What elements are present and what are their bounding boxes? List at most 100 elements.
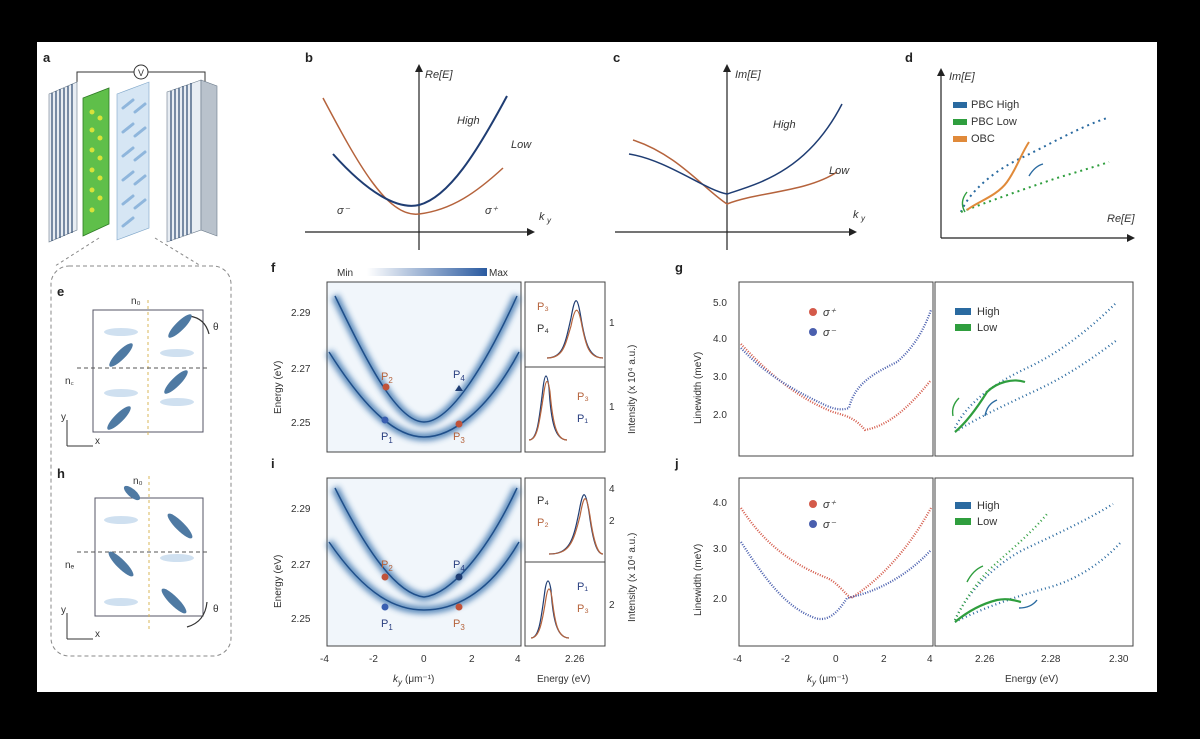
i-xtick-m2: -2 xyxy=(369,654,378,665)
panel-label-d: d xyxy=(905,50,913,65)
re-low-label: Low xyxy=(511,139,532,151)
i-point-2: P2 xyxy=(381,559,393,573)
i-ytick-2.27: 2.27 xyxy=(291,560,311,571)
i-xtick-m4: -4 xyxy=(320,654,329,665)
f-spec-top-label-2: P₄ xyxy=(537,323,549,335)
ky-label-c: k xyxy=(853,209,859,221)
panel-label-f: f xyxy=(271,260,276,275)
dispersion-map-f: P1 P2 P3 P4 xyxy=(325,281,523,453)
i-xtick-2: 2 xyxy=(469,654,475,665)
i-spec-tick-2: 2 xyxy=(609,516,615,527)
loop-legend: PBC High PBC Low OBC xyxy=(953,99,1019,145)
panel-label-c: c xyxy=(613,50,620,65)
j-xlabel: ky (μm⁻¹) xyxy=(807,674,848,687)
re-high-curve xyxy=(332,95,508,207)
i-xtick-0: 0 xyxy=(421,654,427,665)
theory-loop-panel: Im[E] Re[E] PBC High PBC Low OBC xyxy=(937,68,1135,242)
colorbar xyxy=(367,268,487,276)
panel-label-i: i xyxy=(271,456,275,471)
j-legend-sigma-plus: σ⁺ xyxy=(823,499,837,511)
f-point-1: P1 xyxy=(381,431,393,445)
theory-im-panel: Im[E] k y High Low xyxy=(615,64,866,250)
panel-label-a: a xyxy=(43,50,51,65)
f-spec-bot-tick: 1 xyxy=(609,402,615,413)
f-spec-bot-label-1: P₃ xyxy=(577,391,589,403)
im-axis-label-d: Im[E] xyxy=(949,71,976,83)
colorbar-max: Max xyxy=(489,268,508,279)
y-axis-label-e: y xyxy=(61,412,66,423)
j-ylabel: Linewidth (meV) xyxy=(693,544,704,616)
f-spec-ylabel: Intensity (x 10⁴ a.u.) xyxy=(627,345,638,434)
f-spec-top-label-1: P₃ xyxy=(537,301,549,313)
f-point-4: P4 xyxy=(453,369,465,383)
i-spec-bot-label-2: P₃ xyxy=(577,603,589,615)
panel-label-h: h xyxy=(57,466,65,481)
i-ytick-2.29: 2.29 xyxy=(291,504,311,515)
im-high-label: High xyxy=(773,119,796,131)
spectra-i: P₄ P₂ P₁ P₃ 4 2 2 xyxy=(524,477,615,647)
f-ytick-2.25: 2.25 xyxy=(291,418,311,429)
i-point-1: P1 xyxy=(381,618,393,632)
legend-pbc-high: PBC High xyxy=(971,99,1019,111)
g-legend-sigma-plus: σ⁺ xyxy=(823,307,837,319)
im-low-label: Low xyxy=(829,165,850,177)
g-ytick-5: 5.0 xyxy=(713,298,727,309)
g-ytick-2: 2.0 xyxy=(713,410,727,421)
y-axis-label-h: y xyxy=(61,605,66,616)
panel-label-b: b xyxy=(305,50,313,65)
i-ylabel: Energy (eV) xyxy=(273,555,284,608)
ne-label-h: nₑ xyxy=(65,560,75,571)
i-point-4: P4 xyxy=(453,559,465,573)
g-ytick-3: 3.0 xyxy=(713,372,727,383)
j-xtick-2.30: 2.30 xyxy=(1109,654,1129,665)
j-xtick-m2: -2 xyxy=(781,654,790,665)
j-xtick-0: 0 xyxy=(833,654,839,665)
j-ytick-4: 4.0 xyxy=(713,498,727,509)
im-low-curve xyxy=(632,139,838,205)
figure-panel: a b c d e f g h i j V xyxy=(37,42,1157,692)
obc-line xyxy=(966,141,1030,211)
i-spec-top-label-1: P₄ xyxy=(537,495,549,507)
i-spec-tick-4: 4 xyxy=(609,484,615,495)
i-xlabel: ky (μm⁻¹) xyxy=(393,674,434,687)
voltage-symbol: V xyxy=(138,68,144,78)
re-low-curve xyxy=(322,97,504,215)
legend-pbc-low: PBC Low xyxy=(971,116,1017,128)
colorbar-min: Min xyxy=(337,268,353,279)
panel-label-e: e xyxy=(57,284,64,299)
i-spec-xtick: 2.26 xyxy=(565,654,585,665)
dispersion-map-i: P1 P2 P3 P4 xyxy=(325,477,523,647)
j-xtick-2.28: 2.28 xyxy=(1041,654,1061,665)
g-legend-low: Low xyxy=(977,322,997,334)
theory-re-panel: Re[E] k y High Low σ⁻ σ⁺ xyxy=(305,64,552,250)
i-spec-xlabel: Energy (eV) xyxy=(537,674,590,685)
f-ytick-2.29: 2.29 xyxy=(291,308,311,319)
sigma-plus-label-b: σ⁺ xyxy=(485,205,499,217)
unit-cell-frame xyxy=(50,265,232,657)
f-point-2: P2 xyxy=(381,371,393,385)
g-legend-high: High xyxy=(977,306,1000,318)
j-ytick-3: 3.0 xyxy=(713,544,727,555)
j-ytick-2: 2.0 xyxy=(713,594,727,605)
g-ylabel: Linewidth (meV) xyxy=(693,352,704,424)
linewidth-k-g: σ⁺ σ⁻ xyxy=(738,281,934,457)
j-xtick-2.26: 2.26 xyxy=(975,654,995,665)
re-axis-label-d: Re[E] xyxy=(1107,213,1135,225)
ky-label-b: k xyxy=(539,211,545,223)
i-point-3: P3 xyxy=(453,618,465,632)
im-high-curve xyxy=(628,103,843,195)
x-axis-label-h: x xyxy=(95,629,100,640)
spectra-f: P₃ P₄ P₃ P₁ 1 1 xyxy=(524,281,615,453)
g-ytick-4: 4.0 xyxy=(713,334,727,345)
linewidth-e-j: High Low xyxy=(934,477,1134,647)
linewidth-k-j: σ⁺ σ⁻ xyxy=(738,477,934,647)
f-ytick-2.27: 2.27 xyxy=(291,364,311,375)
ky-sub-b: y xyxy=(546,216,552,225)
theta-label-e: θ xyxy=(213,322,219,333)
f-spec-bot-label-2: P₁ xyxy=(577,413,588,425)
j-xtick-4: 4 xyxy=(927,654,933,665)
panel-label-g: g xyxy=(675,260,683,275)
theta-label-h: θ xyxy=(213,604,219,615)
legend-obc: OBC xyxy=(971,133,995,145)
i-spec-ylabel: Intensity (x 10⁴ a.u.) xyxy=(627,533,638,622)
